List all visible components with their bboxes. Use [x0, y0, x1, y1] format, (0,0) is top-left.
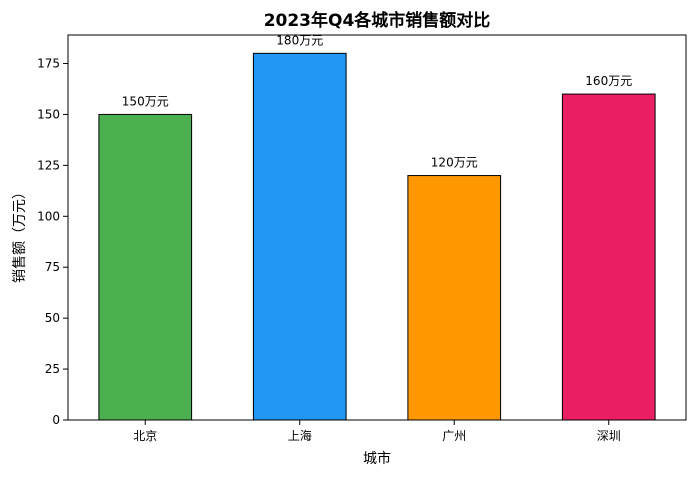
x-tick-label-1: 北京 [133, 429, 157, 443]
bar-3 [407, 175, 502, 421]
data-label-3: 120万元 [431, 156, 478, 170]
plot-frame [67, 34, 687, 421]
y-tick-label-7: 150 [37, 107, 60, 121]
bar-4 [561, 93, 656, 421]
y-tick-label-4: 75 [45, 260, 60, 274]
bar-2 [252, 52, 347, 421]
chart-title: 2023年Q4各城市销售额对比 [264, 10, 491, 31]
x-tick-label-2: 上海 [288, 428, 312, 443]
data-label-2: 180万元 [276, 33, 323, 47]
y-tick-label-8: 175 [37, 57, 60, 71]
bar-1 [98, 113, 193, 421]
y-tick-label-3: 50 [45, 311, 60, 325]
x-axis-label: 城市 [363, 450, 391, 467]
y-tick-label-2: 25 [45, 362, 60, 376]
x-tick-label-4: 深圳 [597, 429, 621, 443]
data-label-1: 150万元 [122, 94, 169, 108]
x-tick-label-3: 广州 [442, 429, 466, 443]
y-tick-label-1: 0 [52, 413, 60, 427]
y-tick-label-5: 100 [37, 209, 60, 223]
y-tick-label-6: 125 [37, 158, 60, 172]
y-axis-label: 销售额（万元） [12, 185, 28, 283]
data-label-4: 160万元 [585, 74, 632, 88]
